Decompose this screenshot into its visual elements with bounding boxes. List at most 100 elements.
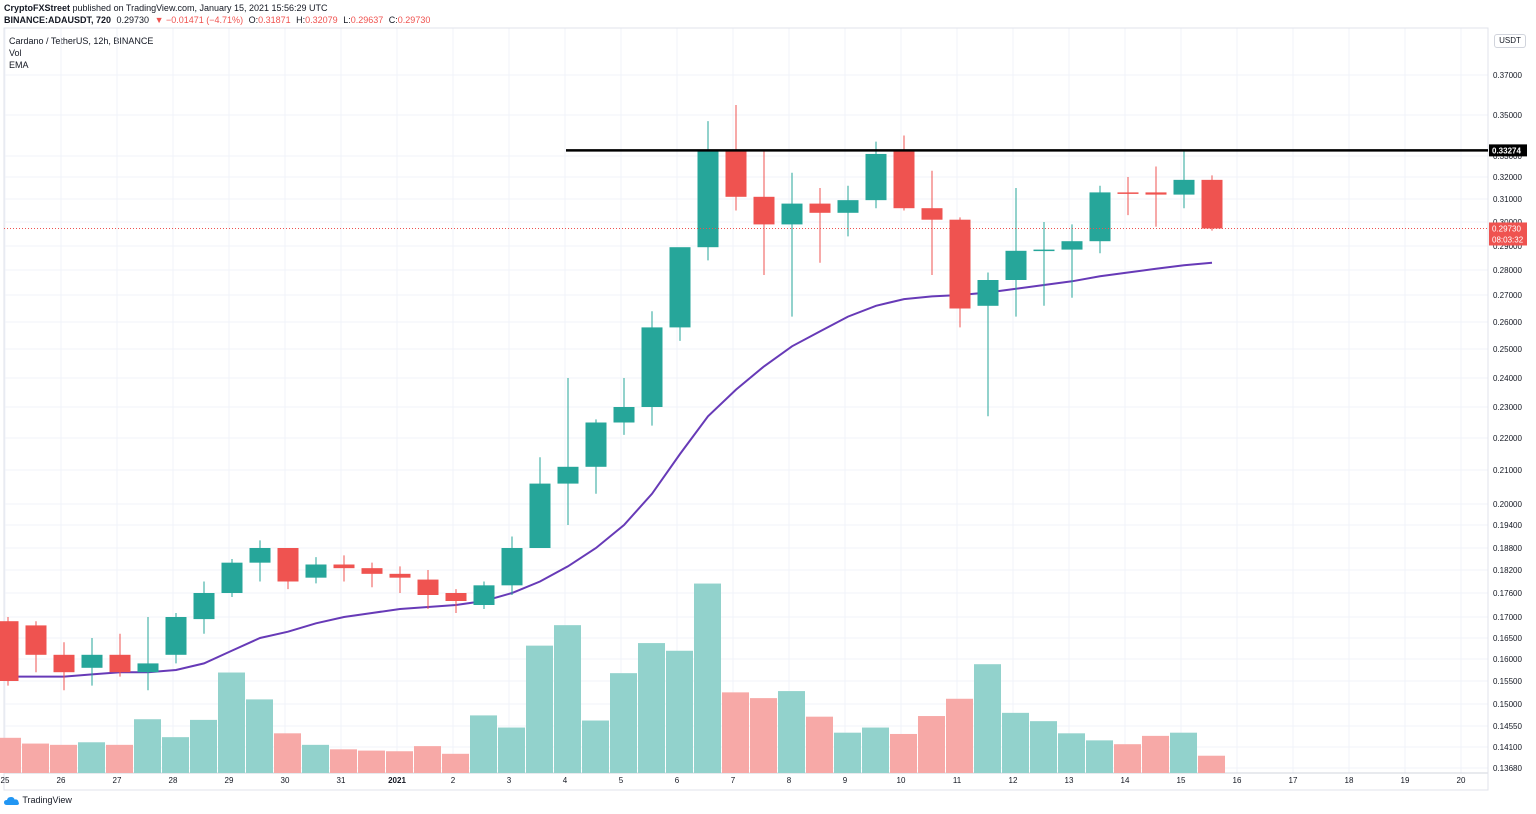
y-axis-tick-label: 0.20000 — [1493, 500, 1522, 509]
volume-bar — [274, 733, 301, 773]
candle-body[interactable] — [781, 203, 803, 225]
candle-body[interactable] — [417, 579, 439, 595]
candle-body[interactable] — [193, 593, 215, 620]
plot-frame — [3, 27, 1489, 791]
last-price-text: 0.29730 — [116, 15, 150, 25]
candle-body[interactable] — [809, 203, 831, 213]
open-value: 0.31871 — [258, 15, 291, 25]
x-axis-tick-label: 6 — [675, 776, 680, 785]
x-axis-tick-label: 9 — [843, 776, 848, 785]
candle-body[interactable] — [1033, 249, 1055, 252]
volume-bar — [946, 698, 973, 773]
candle-body[interactable] — [473, 585, 495, 605]
y-axis-tick-label: 0.13680 — [1493, 764, 1522, 773]
x-axis-tick-label: 15 — [1177, 776, 1186, 785]
candle-body[interactable] — [585, 422, 607, 467]
candle-body[interactable] — [0, 621, 19, 681]
candle-body[interactable] — [1173, 179, 1195, 195]
candle-body[interactable] — [613, 407, 635, 423]
candle-body[interactable] — [893, 150, 915, 209]
volume-legend[interactable]: Vol — [9, 48, 22, 58]
x-axis-tick-label: 10 — [897, 776, 906, 785]
close-label: C: — [388, 15, 398, 25]
x-axis-tick-label: 28 — [169, 776, 178, 785]
volume-bar — [1002, 712, 1029, 773]
publisher-name[interactable]: CryptoFXStreet — [4, 3, 71, 13]
candle-body[interactable] — [305, 564, 327, 578]
candle-body[interactable] — [53, 654, 75, 673]
candle-body[interactable] — [361, 568, 383, 574]
candle-body[interactable] — [221, 562, 243, 593]
x-axis-tick-label: 29 — [225, 776, 234, 785]
x-axis-tick-label: 12 — [1009, 776, 1018, 785]
candle-body[interactable] — [25, 625, 47, 655]
ema-legend[interactable]: EMA — [9, 60, 29, 70]
candle-body[interactable] — [137, 663, 159, 673]
y-axis-tick-label: 0.18200 — [1493, 566, 1522, 575]
candle-body[interactable] — [109, 654, 131, 673]
candle-body[interactable] — [557, 466, 579, 484]
chart-title[interactable]: Cardano / TetherUS, 12h, BINANCE — [9, 36, 154, 46]
candle-body[interactable] — [753, 196, 775, 225]
candle-body[interactable] — [165, 617, 187, 655]
ema-line[interactable] — [8, 261, 1213, 678]
tradingview-cloud-icon — [4, 796, 19, 805]
y-axis-tick-label: 0.35000 — [1493, 111, 1522, 120]
last-price-label: 0.29730 — [1492, 224, 1521, 233]
x-axis-tick-label: 13 — [1065, 776, 1074, 785]
candle-body[interactable] — [669, 247, 691, 328]
candle-body[interactable] — [837, 200, 859, 213]
volume-bar — [246, 699, 273, 773]
x-axis-tick-label: 2021 — [388, 776, 406, 785]
x-axis-tick-label: 30 — [281, 776, 290, 785]
candle-body[interactable] — [1089, 192, 1111, 242]
volume-bar — [554, 625, 581, 773]
y-axis-tick-label: 0.32000 — [1493, 173, 1522, 182]
candle-body[interactable] — [529, 483, 551, 548]
volume-bar — [862, 727, 889, 773]
volume-bar — [22, 743, 49, 773]
tradingview-logo[interactable]: TradingView — [4, 795, 72, 806]
candle-body[interactable] — [277, 548, 299, 582]
y-axis-tick-label: 0.16000 — [1493, 655, 1522, 664]
ohlc-line: BINANCE:ADAUSDT, 720 0.29730 ▼ −0.01471 … — [4, 15, 430, 26]
candle-body[interactable] — [949, 219, 971, 309]
candle-body[interactable] — [641, 327, 663, 407]
x-axis-tick-label: 3 — [507, 776, 512, 785]
volume-bar — [0, 737, 21, 773]
candle-body[interactable] — [977, 280, 999, 306]
y-axis-tick-label: 0.15500 — [1493, 677, 1522, 686]
candle-body[interactable] — [1201, 179, 1223, 229]
candle-body[interactable] — [1145, 192, 1167, 195]
candle-body[interactable] — [445, 593, 467, 601]
y-axis-tick-label: 0.18800 — [1493, 544, 1522, 553]
candle-body[interactable] — [697, 150, 719, 248]
candle-body[interactable] — [725, 150, 747, 197]
y-axis-tick-label: 0.27000 — [1493, 291, 1522, 300]
volume-bar — [666, 650, 693, 773]
x-axis-tick-label: 20 — [1457, 776, 1466, 785]
candle-body[interactable] — [333, 564, 355, 569]
candle-body[interactable] — [501, 548, 523, 586]
last-price-tag — [1489, 222, 1527, 246]
candle-body[interactable] — [389, 573, 411, 578]
currency-unit-button[interactable]: USDT — [1494, 34, 1526, 48]
volume-bar — [190, 719, 217, 773]
candle-body[interactable] — [249, 548, 271, 563]
volume-bar — [498, 727, 525, 773]
resistance-price-tag — [1489, 144, 1527, 157]
y-axis-tick-label: 0.16500 — [1493, 634, 1522, 643]
candle-body[interactable] — [81, 654, 103, 668]
candle-body[interactable] — [1117, 192, 1139, 194]
y-axis-tick-label: 0.23000 — [1493, 403, 1522, 412]
candle-body[interactable] — [1061, 241, 1083, 250]
volume-bar — [386, 751, 413, 773]
candle-body[interactable] — [1005, 250, 1027, 280]
volume-bar — [918, 716, 945, 773]
y-axis-tick-label: 0.29000 — [1493, 242, 1522, 251]
candle-body[interactable] — [865, 153, 887, 201]
candle-body[interactable] — [921, 208, 943, 220]
volume-bar — [834, 732, 861, 773]
volume-bar — [106, 744, 133, 773]
